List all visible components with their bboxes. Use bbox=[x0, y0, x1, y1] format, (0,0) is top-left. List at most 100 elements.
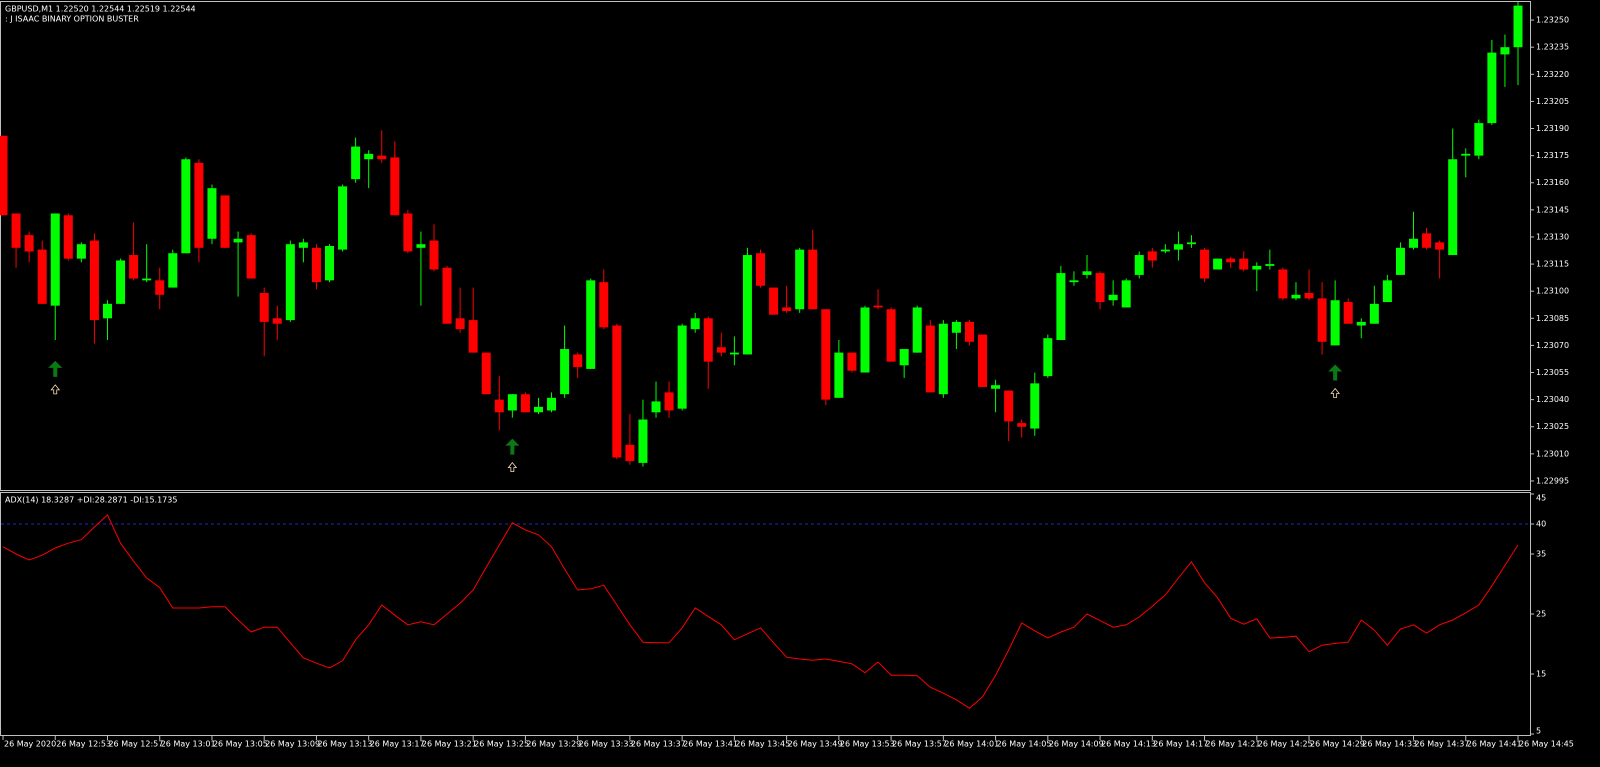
candle-body bbox=[1108, 294, 1118, 301]
candle-body bbox=[468, 320, 478, 353]
candle-body bbox=[782, 307, 792, 312]
x-tick-label: 26 May 13:53 bbox=[840, 740, 895, 749]
candle-body bbox=[808, 249, 818, 310]
candle-body bbox=[1017, 423, 1027, 427]
candle-body bbox=[1304, 292, 1314, 299]
x-tick-label: 26 May 13:13 bbox=[317, 740, 372, 749]
candle-body bbox=[1395, 247, 1405, 275]
x-tick-label: 26 May 12:57 bbox=[108, 740, 163, 749]
candle-body bbox=[1435, 242, 1445, 250]
x-tick-label: 26 May 14:09 bbox=[1049, 740, 1104, 749]
y-tick-label: 1.23175 bbox=[1536, 151, 1569, 160]
price-panel-frame bbox=[0, 1, 1531, 491]
candle-body bbox=[364, 153, 374, 160]
candle-body bbox=[1369, 303, 1379, 324]
x-tick-label: 26 May 13:49 bbox=[788, 740, 843, 749]
candle-body bbox=[742, 255, 752, 355]
candle-body bbox=[873, 305, 883, 308]
candle-body bbox=[63, 215, 73, 259]
candle-body bbox=[847, 352, 857, 371]
adx-title: ADX(14) 18.3287 +DI:28.2871 -DI:15.1735 bbox=[5, 496, 177, 505]
x-tick-label: 26 May 13:41 bbox=[683, 740, 738, 749]
signal-arrow bbox=[48, 360, 63, 377]
candle-body bbox=[259, 292, 269, 322]
candle-body bbox=[756, 253, 765, 286]
candle-body bbox=[547, 397, 557, 411]
x-tick-label: 26 May 13:21 bbox=[422, 740, 477, 749]
candle-body bbox=[272, 318, 282, 324]
candle-body bbox=[899, 349, 909, 366]
y-tick-label: 45 bbox=[1536, 494, 1546, 503]
indicator-name: : J ISAAC BINARY OPTION BUSTER bbox=[5, 15, 139, 24]
x-tick-label: 26 May 13:57 bbox=[892, 740, 947, 749]
candle-body bbox=[586, 280, 596, 369]
y-tick-label: 1.23100 bbox=[1536, 287, 1569, 296]
candle-body bbox=[716, 347, 726, 353]
y-tick-label: 15 bbox=[1536, 670, 1546, 679]
candle-body bbox=[1265, 264, 1275, 266]
x-tick-label: 26 May 14:45 bbox=[1519, 740, 1574, 749]
y-tick-label: 1.23070 bbox=[1536, 341, 1569, 350]
candle-body bbox=[520, 394, 530, 413]
candle-body bbox=[1513, 5, 1523, 48]
x-tick-label: 26 May 13:17 bbox=[370, 740, 425, 749]
candle-body bbox=[1213, 258, 1223, 270]
x-tick-label: 26 May 13:37 bbox=[631, 740, 686, 749]
candle-body bbox=[560, 349, 570, 395]
x-tick-label: 26 May 13:29 bbox=[526, 740, 581, 749]
candle-body bbox=[24, 235, 34, 252]
candle-body bbox=[298, 242, 308, 248]
candle-body bbox=[860, 307, 870, 373]
candle-body bbox=[1147, 251, 1157, 261]
candle-body bbox=[0, 135, 8, 216]
y-tick-label: 1.23160 bbox=[1536, 178, 1569, 187]
candle-body bbox=[1409, 238, 1419, 248]
candle-body bbox=[1461, 153, 1471, 156]
candle-body bbox=[1330, 300, 1340, 346]
candle-body bbox=[1160, 249, 1170, 252]
candle-body bbox=[1448, 159, 1458, 256]
candle-body bbox=[285, 244, 295, 321]
signal-arrow-outline bbox=[50, 384, 61, 395]
candle-body bbox=[233, 238, 243, 243]
candle-body bbox=[1186, 242, 1196, 245]
x-tick-label: 26 May 13:25 bbox=[474, 740, 529, 749]
candle-body bbox=[991, 385, 1001, 389]
y-tick-label: 1.23250 bbox=[1536, 16, 1569, 25]
candle-body bbox=[102, 303, 112, 319]
candle-body bbox=[351, 146, 361, 180]
x-tick-label: 26 May 14:37 bbox=[1415, 740, 1470, 749]
x-tick-label: 26 May 14:17 bbox=[1153, 740, 1208, 749]
candle-body bbox=[690, 318, 700, 330]
x-tick-label: 26 May 14:41 bbox=[1467, 740, 1522, 749]
x-tick-label: 26 May 13:33 bbox=[579, 740, 634, 749]
candle-body bbox=[207, 188, 217, 239]
y-tick-label: 1.23010 bbox=[1536, 449, 1569, 458]
candle-body bbox=[729, 352, 739, 355]
candle-body bbox=[1500, 47, 1510, 55]
candle-body bbox=[795, 249, 805, 310]
candle-body bbox=[1082, 271, 1092, 275]
candle-body bbox=[925, 325, 935, 393]
candle-body bbox=[129, 255, 139, 279]
candle-body bbox=[142, 278, 152, 281]
candle-body bbox=[821, 309, 831, 400]
signal-arrow bbox=[1328, 364, 1343, 381]
candle-body bbox=[964, 321, 974, 342]
candle-body bbox=[1252, 265, 1262, 270]
candle-body bbox=[1422, 233, 1432, 248]
candle-body bbox=[1474, 123, 1484, 156]
candle-body bbox=[1173, 244, 1183, 250]
x-tick-label: 26 May 12:53 bbox=[56, 740, 111, 749]
buy-signal bbox=[48, 360, 63, 395]
candle-body bbox=[403, 213, 413, 252]
candle-body bbox=[951, 321, 961, 333]
candle-body bbox=[494, 399, 504, 413]
candle-body bbox=[481, 352, 491, 395]
candle-body bbox=[834, 352, 844, 398]
candle-body bbox=[573, 354, 583, 368]
signal-arrow-outline bbox=[1330, 387, 1340, 398]
candle-body bbox=[638, 419, 648, 463]
y-tick-label: 1.23040 bbox=[1536, 395, 1569, 404]
